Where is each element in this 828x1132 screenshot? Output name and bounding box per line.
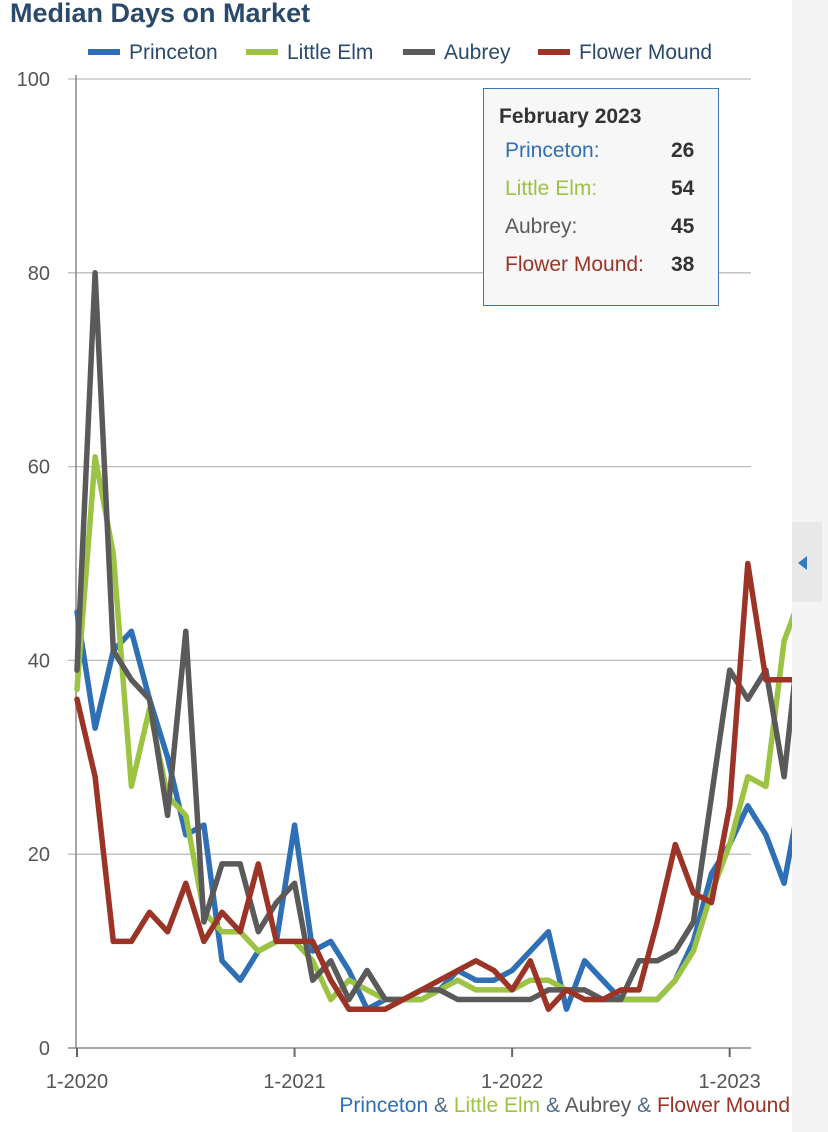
tooltip-series-value: 26 — [671, 139, 695, 162]
tooltip-series-name: Aubrey: — [505, 215, 578, 238]
series-line-aubrey — [74, 270, 824, 1003]
chevron-left-icon[interactable] — [798, 556, 807, 570]
y-tick-label: 80 — [28, 263, 50, 285]
tooltip-title: February 2023 — [499, 105, 642, 128]
series-line-princeton — [74, 609, 824, 1012]
chart-title: Median Days on Market — [10, 0, 311, 28]
legend-item-princeton[interactable]: Princeton — [129, 41, 218, 64]
tooltip-series-value: 54 — [671, 177, 695, 200]
tooltip-row: Princeton: 26 — [499, 139, 718, 177]
x-tick-label: 1-2022 — [481, 1071, 543, 1093]
x-tick-label: 1-2023 — [699, 1071, 761, 1093]
caption-series-name: Little Elm — [453, 1094, 541, 1117]
x-tick-label: 1-2020 — [46, 1071, 108, 1093]
tooltip-series-value: 38 — [671, 253, 695, 276]
tooltip-series-value: 45 — [671, 215, 695, 238]
tick-labels: 0 20 40 60 80 100 1-2020 1-2021 1-2022 1-2023 — [17, 69, 761, 1093]
y-tick-label: 40 — [28, 650, 50, 672]
caption-separator: & — [631, 1094, 657, 1117]
series-line-little-elm — [74, 454, 824, 1003]
tooltip-row: Flower Mound: 38 — [499, 253, 718, 291]
y-tick-label: 0 — [39, 1038, 50, 1060]
footer-caption: Princeton & Little Elm & Aubrey & Flower… — [339, 1094, 790, 1118]
axes — [68, 75, 751, 1057]
legend[interactable]: Princeton Little Elm Aubrey Flower Mound — [88, 41, 712, 64]
tooltip: February 2023 Princeton: 26 Little Elm: 54 A… — [483, 88, 719, 306]
tooltip-row: Aubrey: 45 — [499, 215, 718, 253]
caption-series-name: Princeton — [339, 1094, 429, 1117]
caption-series-name: Flower Mound — [656, 1094, 790, 1117]
y-tick-label: 20 — [28, 844, 50, 866]
tooltip-row: Little Elm: 54 — [499, 177, 718, 215]
legend-item-flower-mound[interactable]: Flower Mound — [579, 41, 712, 64]
caption-separator: & — [540, 1094, 565, 1117]
x-tick-label: 1-2021 — [263, 1071, 325, 1093]
y-tick-label: 60 — [28, 457, 50, 479]
series-lines — [74, 270, 824, 1012]
scroll-handle[interactable] — [792, 522, 822, 602]
caption-separator: & — [428, 1094, 454, 1117]
legend-item-aubrey[interactable]: Aubrey — [444, 41, 511, 64]
series-line-flower-mound — [74, 560, 824, 1012]
legend-item-little-elm[interactable]: Little Elm — [287, 41, 373, 64]
tooltip-series-name: Flower Mound: — [505, 253, 644, 276]
caption-series-name: Aubrey — [564, 1094, 632, 1117]
tooltip-series-name: Little Elm: — [505, 177, 598, 200]
y-tick-label: 100 — [17, 69, 50, 91]
tooltip-rows: Princeton: 26 Little Elm: 54 Aubrey: 45 Flower… — [499, 139, 718, 291]
tooltip-series-name: Princeton: — [505, 139, 600, 162]
